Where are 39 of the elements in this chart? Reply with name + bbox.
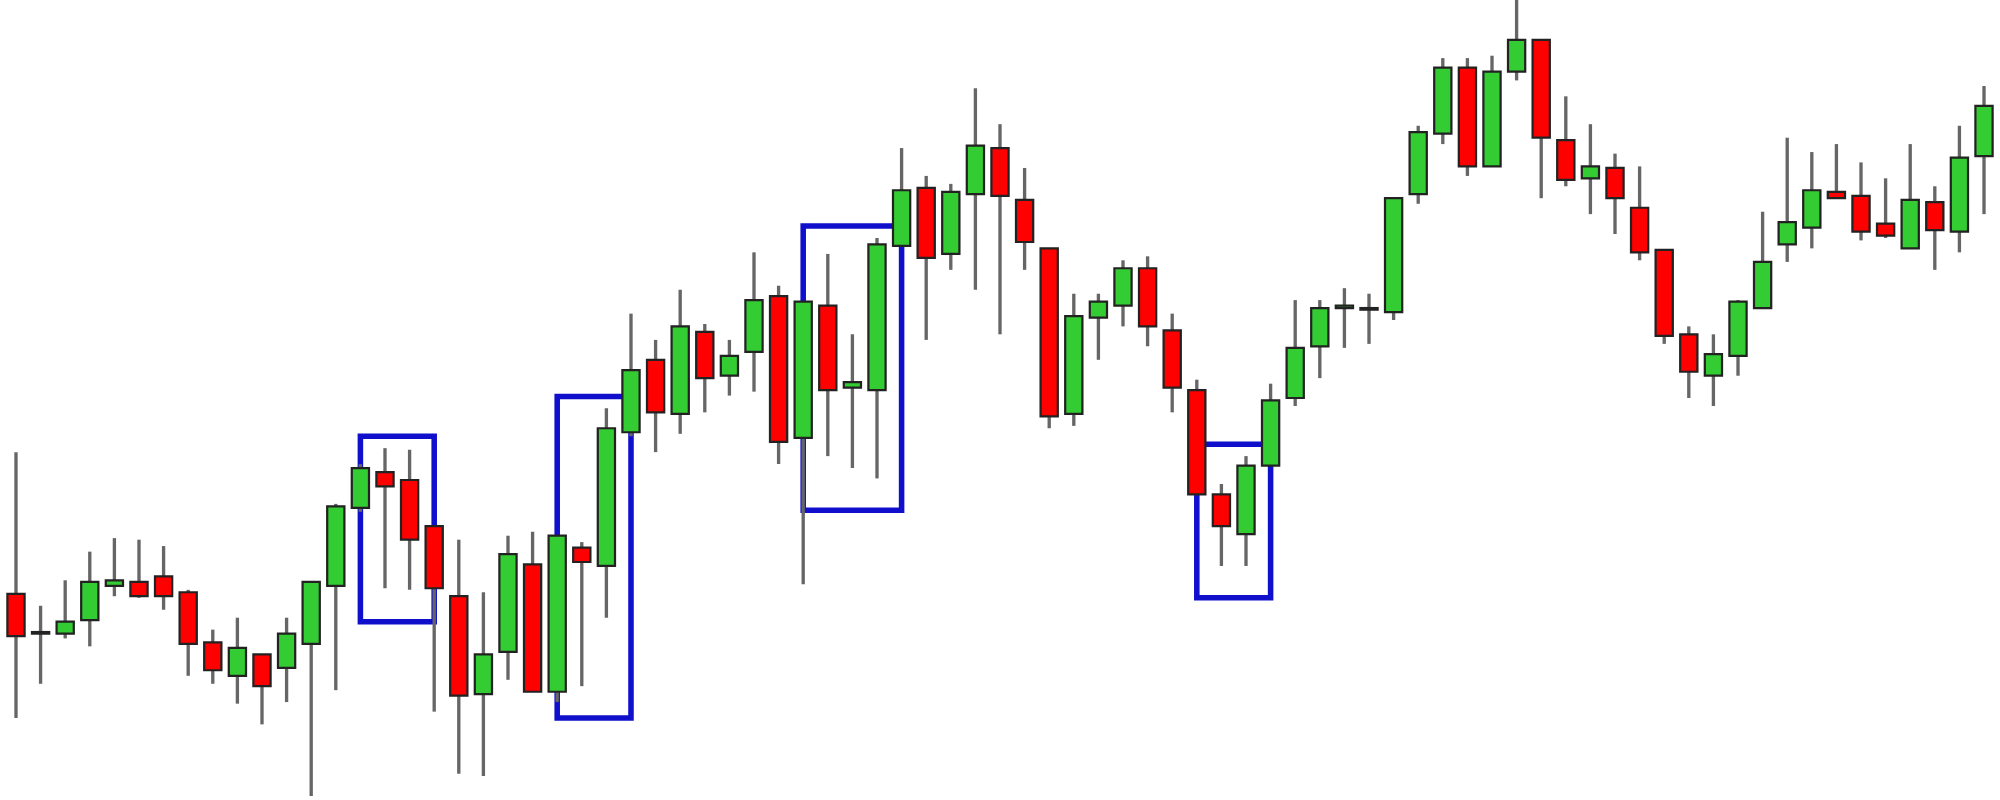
candlestick bbox=[1802, 150, 1822, 251]
candlestick bbox=[719, 338, 740, 398]
candlestick bbox=[1310, 298, 1330, 380]
candlestick bbox=[1088, 292, 1109, 362]
candlestick bbox=[1826, 142, 1847, 200]
candlestick bbox=[473, 590, 494, 778]
candlestick bbox=[1703, 332, 1724, 408]
candlestick bbox=[55, 578, 75, 641]
candlestick bbox=[30, 604, 51, 686]
candlestick bbox=[104, 536, 125, 598]
candlestick bbox=[1679, 324, 1699, 400]
candlestick bbox=[1629, 164, 1650, 262]
candlestick bbox=[572, 540, 592, 688]
candlestick bbox=[80, 549, 100, 649]
candlestick bbox=[1014, 166, 1035, 272]
candlestick bbox=[1925, 184, 1945, 272]
candlestick bbox=[1580, 122, 1601, 216]
candlestick bbox=[350, 462, 371, 514]
candlestick bbox=[695, 322, 715, 415]
candlestick bbox=[252, 652, 272, 727]
candlestick bbox=[1359, 292, 1379, 346]
candlestick bbox=[1875, 176, 1896, 240]
candlestick bbox=[1752, 210, 1773, 310]
candlestick bbox=[1556, 94, 1576, 188]
candlestick bbox=[1605, 151, 1625, 236]
candlestick bbox=[1851, 160, 1871, 243]
candlestick bbox=[842, 332, 863, 470]
candlestick bbox=[1506, 0, 1527, 83]
candlestick bbox=[227, 616, 248, 706]
candlestick bbox=[153, 544, 174, 612]
candlestick bbox=[276, 616, 297, 704]
candlestick bbox=[1211, 482, 1232, 568]
candlestick bbox=[1113, 258, 1133, 329]
candlestick bbox=[375, 446, 395, 590]
candlestick bbox=[6, 450, 26, 720]
candlestick bbox=[203, 627, 223, 686]
candlestick bbox=[1777, 136, 1797, 264]
candlestick bbox=[990, 122, 1010, 336]
candlestick bbox=[129, 538, 149, 600]
